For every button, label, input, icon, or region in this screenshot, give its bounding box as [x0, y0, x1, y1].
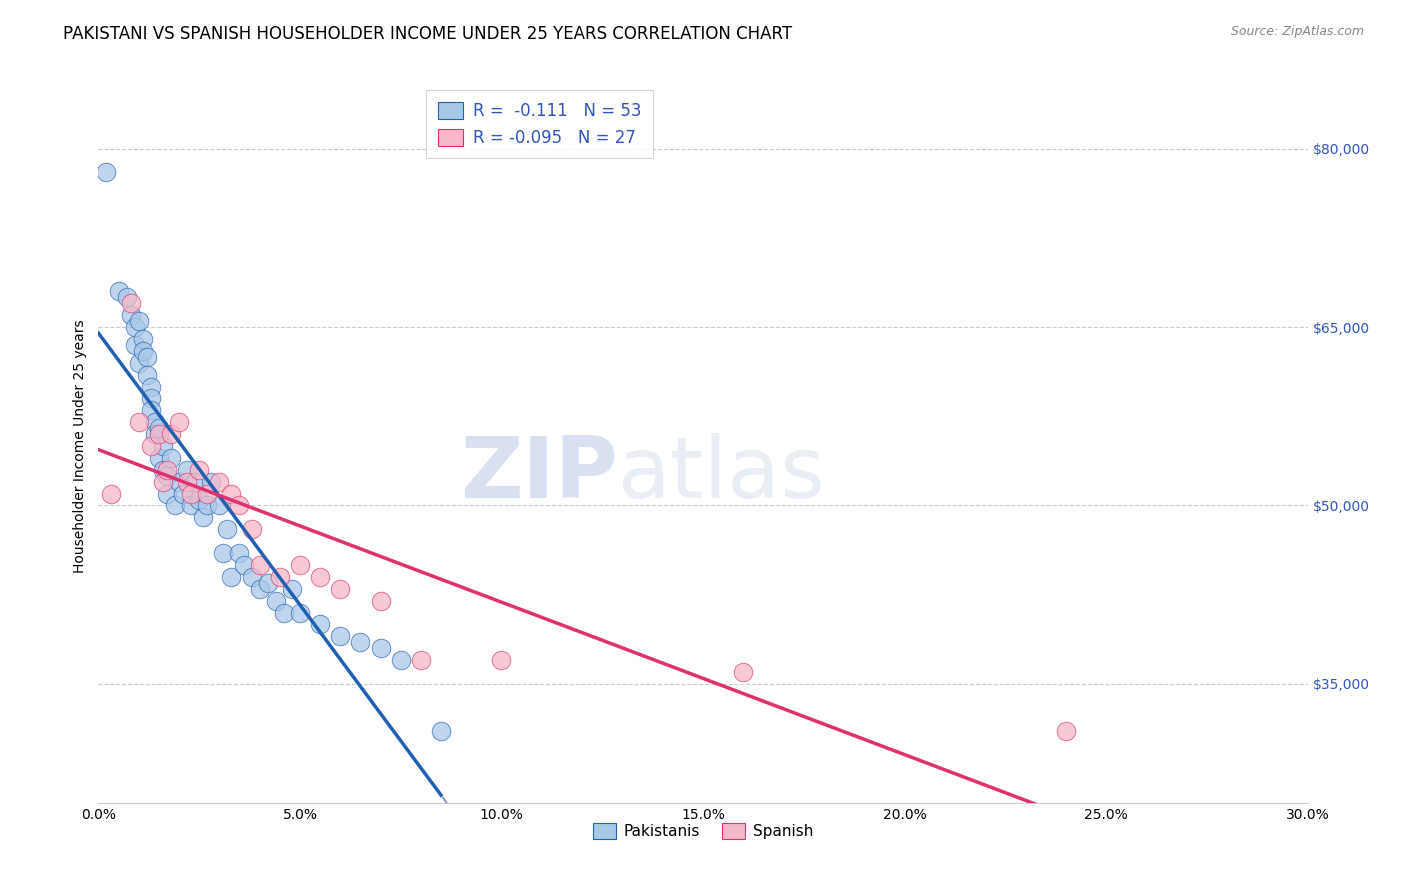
Point — [409, 653, 432, 667]
Point — [288, 558, 311, 572]
Point — [228, 499, 250, 513]
Point — [176, 475, 198, 489]
Point — [370, 641, 392, 656]
Point — [264, 593, 287, 607]
Point — [148, 421, 170, 435]
Point — [232, 558, 254, 572]
Point — [309, 617, 332, 632]
Point — [195, 486, 218, 500]
Point — [309, 570, 332, 584]
Point — [217, 522, 239, 536]
Point — [143, 415, 166, 429]
Point — [132, 332, 155, 346]
Point — [160, 450, 183, 465]
Point — [240, 570, 263, 584]
Point — [221, 570, 243, 584]
Point — [200, 475, 222, 489]
Point — [491, 653, 513, 667]
Point — [163, 499, 186, 513]
Point — [281, 582, 304, 596]
Point — [128, 356, 150, 370]
Point — [148, 450, 170, 465]
Point — [228, 546, 250, 560]
Point — [430, 724, 453, 739]
Point — [152, 463, 174, 477]
Point — [124, 338, 146, 352]
Point — [156, 486, 179, 500]
Point — [132, 343, 155, 358]
Point — [143, 427, 166, 442]
Point — [100, 486, 122, 500]
Point — [115, 290, 138, 304]
Point — [152, 475, 174, 489]
Point — [212, 546, 235, 560]
Point — [180, 499, 202, 513]
Text: Source: ZipAtlas.com: Source: ZipAtlas.com — [1230, 25, 1364, 38]
Point — [120, 308, 142, 322]
Point — [156, 463, 179, 477]
Point — [269, 570, 291, 584]
Point — [195, 499, 218, 513]
Point — [152, 439, 174, 453]
Point — [128, 314, 150, 328]
Point — [139, 379, 162, 393]
Y-axis label: Householder Income Under 25 years: Householder Income Under 25 years — [73, 319, 87, 573]
Point — [160, 427, 183, 442]
Point — [156, 468, 179, 483]
Point — [208, 475, 231, 489]
Point — [128, 415, 150, 429]
Point — [139, 403, 162, 417]
Point — [180, 486, 202, 500]
Point — [1054, 724, 1077, 739]
Text: PAKISTANI VS SPANISH HOUSEHOLDER INCOME UNDER 25 YEARS CORRELATION CHART: PAKISTANI VS SPANISH HOUSEHOLDER INCOME … — [63, 25, 793, 43]
Point — [273, 606, 295, 620]
Point — [249, 582, 271, 596]
Point — [184, 475, 207, 489]
Text: ZIP: ZIP — [461, 433, 619, 516]
Point — [167, 415, 190, 429]
Point — [188, 492, 211, 507]
Point — [139, 439, 162, 453]
Point — [107, 285, 129, 299]
Text: atlas: atlas — [619, 433, 827, 516]
Point — [193, 510, 215, 524]
Point — [349, 635, 371, 649]
Point — [148, 427, 170, 442]
Point — [288, 606, 311, 620]
Point — [329, 629, 352, 643]
Point — [124, 320, 146, 334]
Point — [188, 463, 211, 477]
Point — [221, 486, 243, 500]
Point — [240, 522, 263, 536]
Point — [389, 653, 412, 667]
Point — [120, 296, 142, 310]
Point — [733, 665, 755, 679]
Point — [370, 593, 392, 607]
Point — [167, 475, 190, 489]
Point — [256, 575, 278, 590]
Point — [172, 486, 194, 500]
Point — [208, 499, 231, 513]
Point — [135, 368, 157, 382]
Point — [249, 558, 271, 572]
Point — [329, 582, 352, 596]
Point — [135, 350, 157, 364]
Point — [96, 165, 118, 179]
Legend: Pakistanis, Spanish: Pakistanis, Spanish — [586, 817, 820, 845]
Point — [176, 463, 198, 477]
Point — [139, 392, 162, 406]
